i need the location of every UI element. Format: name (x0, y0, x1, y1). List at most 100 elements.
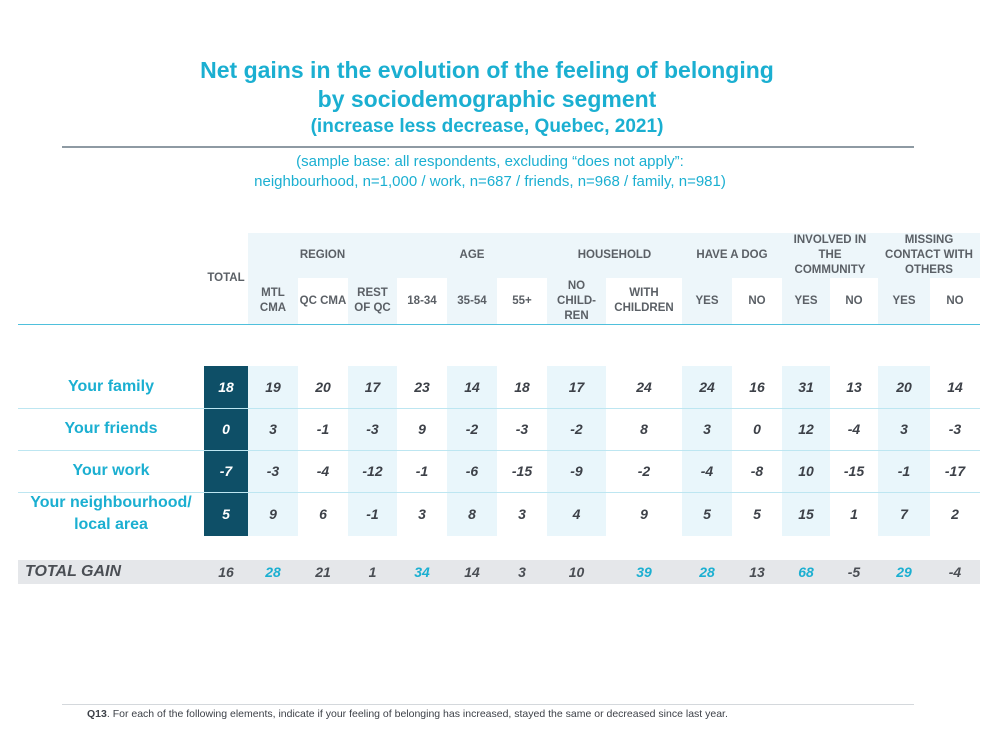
header-sub: QC CMA (299, 294, 347, 307)
value-cell: 5 (703, 506, 711, 522)
header-column-shade (547, 278, 606, 324)
header-group: MISSING CONTACT WITH OTHERS (885, 234, 973, 276)
value-cell: 15 (798, 506, 814, 522)
value-cell: -3 (366, 421, 379, 437)
total-gain-cell: 34 (414, 564, 430, 580)
header-group: HAVE A DOG (696, 249, 768, 261)
value-cell: -6 (465, 463, 479, 479)
header-sub: YES (892, 294, 916, 307)
row-label: Your family (68, 378, 154, 395)
total-gain-cell: 68 (798, 564, 814, 580)
body-column-shade (348, 366, 397, 536)
total-gain-cell: 28 (265, 564, 281, 580)
body-column-shade (447, 366, 497, 536)
value-cell: 8 (640, 421, 648, 437)
value-cell: 0 (753, 421, 761, 437)
value-cell: 17 (568, 379, 585, 395)
body-column-shade (547, 366, 606, 536)
header-group: AGE (459, 249, 485, 261)
row-separator (18, 450, 980, 451)
value-cell: 3 (518, 506, 526, 522)
value-cell: -2 (465, 421, 479, 437)
header-underline (18, 324, 980, 325)
value-cell: 18 (514, 379, 530, 395)
value-cell: -4 (700, 463, 714, 479)
total-gain-cell: 28 (699, 564, 715, 580)
header-sub: NO (845, 294, 863, 307)
sample-base-line-1: (sample base: all respondents, excluding… (296, 153, 684, 170)
total-value-cell: -7 (219, 463, 233, 479)
title-line-1: Net gains in the evolution of the feelin… (200, 57, 774, 83)
value-cell: -4 (847, 421, 861, 437)
total-value-cell: 18 (218, 379, 234, 395)
header-group: REGION (299, 249, 346, 261)
total-gain-cell: 16 (218, 564, 234, 580)
value-cell: -15 (843, 463, 865, 479)
header-column-shade (682, 278, 732, 324)
row-separator (18, 408, 980, 409)
value-cell: -15 (511, 463, 533, 479)
row-label: Your work (72, 462, 150, 479)
header-sub: 35-54 (457, 294, 487, 307)
footnote-divider (62, 704, 914, 705)
total-gain-cell: -5 (847, 564, 861, 580)
value-cell: -2 (570, 421, 583, 437)
header-sub: NO (748, 294, 766, 307)
value-cell: 8 (468, 506, 476, 522)
value-cell: 3 (418, 506, 426, 522)
row-separator (18, 492, 980, 493)
total-gain-cell: 39 (636, 564, 652, 580)
value-cell: -3 (515, 421, 529, 437)
value-cell: -12 (362, 463, 383, 479)
value-cell: -17 (944, 463, 966, 479)
total-gain-cell: 14 (464, 564, 480, 580)
total-gain-cell: 10 (568, 564, 585, 580)
value-cell: 12 (798, 421, 814, 437)
total-gain-cell: 29 (896, 564, 912, 580)
total-gain-band (18, 560, 980, 584)
header-column-shade (348, 278, 397, 324)
value-cell: 14 (464, 379, 480, 395)
header-sub: MTL CMA (259, 287, 287, 314)
value-cell: 13 (846, 379, 862, 395)
header-sub: YES (794, 294, 818, 307)
header-band (248, 233, 980, 278)
value-cell: -1 (316, 421, 330, 437)
header-sub: NO CHILD-REN (557, 279, 596, 322)
value-cell: -2 (637, 463, 651, 479)
row-label: Your neighbourhood/ local area (30, 494, 192, 533)
value-cell: -3 (948, 421, 962, 437)
body-column-shade (682, 366, 732, 536)
header-column-shade (878, 278, 930, 324)
title-line-2: by sociodemographic segment (317, 86, 657, 112)
value-cell: 20 (315, 379, 331, 395)
header-sub: 55+ (512, 294, 532, 307)
value-cell: 14 (947, 379, 963, 395)
footnote-text: . For each of the following elements, in… (106, 708, 728, 720)
body-column-shade (782, 366, 830, 536)
sample-base: (sample base: all respondents, excluding… (0, 152, 980, 192)
header-group: INVOLVED IN THE COMMUNITY (793, 234, 867, 276)
header-column-shade (447, 278, 497, 324)
value-cell: -9 (570, 463, 583, 479)
value-cell: 3 (703, 421, 711, 437)
sample-base-line-2: neighbourhood, n=1,000 / work, n=687 / f… (254, 173, 726, 190)
value-cell: 23 (414, 379, 430, 395)
value-cell: 16 (749, 379, 765, 395)
total-gain-label: TOTAL GAIN (25, 563, 121, 580)
header-sub: 18-34 (407, 294, 437, 307)
total-column-band (204, 366, 248, 536)
header-sub: WITH CHILDREN (614, 287, 674, 314)
value-cell: 17 (364, 379, 381, 395)
value-cell: 9 (418, 421, 426, 437)
chart-title: Net gains in the evolution of the feelin… (0, 56, 974, 140)
row-label: Your friends (64, 420, 158, 437)
value-cell: 5 (753, 506, 761, 522)
value-cell: 6 (319, 506, 327, 522)
header-sub: NO (946, 294, 964, 307)
total-gain-cell: 13 (749, 564, 765, 580)
total-gain-cell: 1 (368, 564, 377, 580)
body-column-shade (248, 366, 298, 536)
header-column-shade (248, 278, 298, 324)
footnote-code: Q13 (87, 708, 107, 720)
